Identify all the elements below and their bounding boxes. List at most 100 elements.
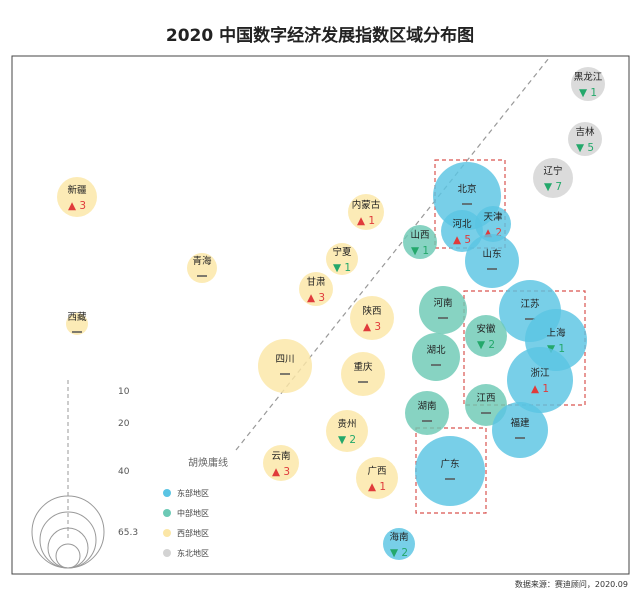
- bubble-label: 湖南: [417, 400, 436, 412]
- bubble-重庆: 重庆: [341, 352, 385, 396]
- bubble-circle: [465, 315, 507, 357]
- chart-title: 2020 中国数字经济发展指数区域分布图: [166, 25, 474, 46]
- bubble-label: 甘肃: [306, 276, 325, 288]
- bubble-陕西: 陕西 ▲ 3: [350, 296, 394, 340]
- bubble-circle: [412, 333, 460, 381]
- bubble-label: 西藏: [67, 311, 87, 323]
- rank-change-down: ▼ 2: [390, 547, 408, 559]
- bubble-label: 湖北: [426, 345, 446, 356]
- bubble-label: 海南: [389, 531, 408, 543]
- bubble-label: 吉林: [575, 126, 595, 138]
- legend-label: 西部地区: [177, 528, 209, 538]
- bubble-circle: [348, 194, 384, 230]
- bubble-label: 青海: [192, 255, 212, 267]
- bubble-云南: 云南 ▲ 3: [263, 445, 299, 481]
- rank-change-up: ▲ 3: [272, 466, 290, 478]
- bubble-circle: [350, 296, 394, 340]
- bubble-贵州: 贵州 ▼ 2: [326, 410, 368, 452]
- rank-change-down: ▼ 1: [411, 245, 429, 257]
- bubble-河北: 河北 ▲ 5: [441, 210, 483, 252]
- bubble-山东: 山东: [465, 234, 519, 288]
- bubble-福建: 福建: [492, 402, 548, 458]
- bubble-circle: [403, 225, 437, 259]
- size-legend-label: 10: [118, 387, 130, 397]
- bubble-circle: [568, 122, 602, 156]
- bubble-circle: [533, 158, 573, 198]
- bubble-circle: [383, 528, 415, 560]
- legend-swatch: [163, 489, 171, 497]
- rank-change-up: ▲ 1: [357, 215, 375, 227]
- bubble-label: 陕西: [362, 305, 381, 317]
- size-legend-circle: [55, 543, 81, 569]
- bubble-label: 贵州: [337, 418, 356, 430]
- bubble-浙江: 浙江 ▲ 1: [507, 347, 573, 413]
- bubble-circle: [356, 457, 398, 499]
- bubble-label: 广西: [367, 465, 386, 477]
- bubble-label: 辽宁: [543, 165, 562, 177]
- bubble-海南: 海南 ▼ 2: [383, 528, 415, 560]
- bubble-circle: [326, 243, 358, 275]
- bubble-label: 上海: [546, 327, 566, 339]
- bubble-circle: [326, 410, 368, 452]
- bubble-label: 福建: [510, 417, 530, 429]
- bubble-circle: [492, 402, 548, 458]
- bubble-label: 云南: [271, 450, 290, 462]
- bubble-label: 北京: [457, 183, 476, 195]
- bubble-label: 安徽: [476, 323, 496, 335]
- rank-change-down: ▼ 7: [544, 181, 562, 193]
- bubble-河南: 河南: [419, 286, 467, 334]
- bubble-label: 广东: [440, 458, 459, 470]
- size-legend-label: 40: [118, 467, 130, 477]
- bubble-circle: [341, 352, 385, 396]
- bubble-辽宁: 辽宁 ▼ 7: [533, 158, 573, 198]
- huhuanyong-line-label: 胡焕庸线: [188, 456, 228, 469]
- bubble-label: 浙江: [530, 367, 550, 379]
- bubble-circle: [475, 206, 511, 242]
- bubble-label: 重庆: [353, 361, 373, 373]
- bubble-安徽: 安徽 ▼ 2: [465, 315, 507, 357]
- bubble-circle: [66, 313, 88, 335]
- bubble-circle: [299, 272, 333, 306]
- rank-change-down: ▼ 2: [477, 339, 495, 351]
- legend-label: 东部地区: [177, 488, 209, 498]
- size-legend-label: 65.3: [118, 528, 138, 538]
- bubble-label: 四川: [275, 354, 294, 365]
- bubble-circle: [441, 210, 483, 252]
- bubble-label: 河南: [433, 297, 452, 309]
- rank-change-up: ▲ 3: [363, 321, 381, 333]
- size-legend-label: 20: [118, 419, 130, 429]
- bubble-label: 新疆: [67, 184, 87, 196]
- rank-change-down: ▼ 1: [333, 262, 351, 274]
- rank-change-up: ▲ 1: [531, 383, 549, 395]
- legend-swatch: [163, 529, 171, 537]
- bubble-广西: 广西 ▲ 1: [356, 457, 398, 499]
- rank-change-down: ▼ 2: [338, 434, 356, 446]
- legend-label: 中部地区: [177, 508, 209, 518]
- bubble-四川: 四川: [258, 339, 312, 393]
- bubble-label: 内蒙古: [352, 199, 381, 211]
- bubble-山西: 山西 ▼ 1: [403, 225, 437, 259]
- bubble-label: 江苏: [520, 298, 540, 310]
- bubble-circle: [187, 253, 217, 283]
- rank-change-up: ▲ 3: [68, 200, 86, 212]
- bubble-label: 江西: [476, 393, 495, 404]
- rank-change-up: ▲ 1: [368, 481, 386, 493]
- bubble-circle: [57, 177, 97, 217]
- bubble-circle: [419, 286, 467, 334]
- rank-change-down: ▼ 5: [576, 142, 594, 154]
- bubble-甘肃: 甘肃 ▲ 3: [299, 272, 333, 306]
- rank-change-down: ▼ 1: [579, 87, 597, 99]
- bubble-黑龙江: 黑龙江 ▼ 1: [571, 67, 605, 101]
- bubble-circle: [571, 67, 605, 101]
- bubble-label: 山东: [482, 248, 501, 260]
- rank-change-up: ▲ 5: [453, 234, 471, 246]
- bubble-吉林: 吉林 ▼ 5: [568, 122, 602, 156]
- legend-label: 东北地区: [177, 548, 209, 558]
- bubble-宁夏: 宁夏 ▼ 1: [326, 243, 358, 275]
- bubble-label: 天津: [483, 212, 503, 223]
- legend-swatch: [163, 509, 171, 517]
- bubble-青海: 青海: [187, 253, 217, 283]
- bubble-label: 山西: [410, 230, 429, 241]
- bubble-label: 河北: [452, 218, 472, 230]
